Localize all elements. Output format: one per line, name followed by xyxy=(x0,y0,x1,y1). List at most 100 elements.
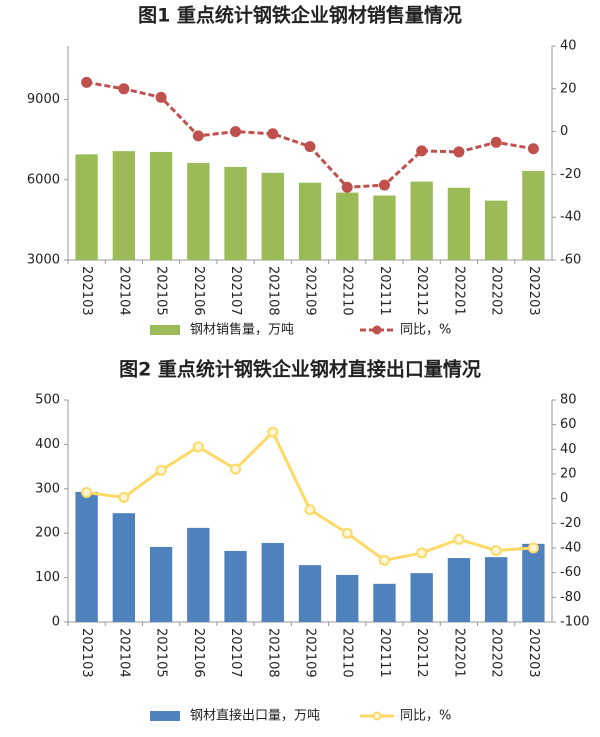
bar xyxy=(224,550,247,622)
x-tick-label: 202111 xyxy=(377,628,392,678)
x-tick-label: 202201 xyxy=(451,628,466,678)
bar xyxy=(484,557,508,622)
y-tick-label: 100 xyxy=(35,570,60,585)
bar xyxy=(336,574,359,622)
y-tick-label: 9000 xyxy=(27,92,60,107)
x-tick-label: 202105 xyxy=(154,266,169,316)
bar xyxy=(112,151,136,260)
chart-title: 图1 重点统计钢铁企业钢材销售量情况 xyxy=(138,4,462,27)
point xyxy=(490,544,502,556)
y-tick-label: 500 xyxy=(35,393,60,408)
x-tick-label: 202202 xyxy=(489,628,504,678)
point xyxy=(341,181,353,193)
x-tick-label: 202110 xyxy=(340,628,355,678)
x-tick-label: 202104 xyxy=(116,266,131,316)
bar xyxy=(447,187,471,260)
x-tick-label: 202110 xyxy=(340,266,355,316)
point xyxy=(81,76,93,88)
point xyxy=(230,463,242,475)
legend-swatch xyxy=(372,325,382,335)
bar xyxy=(224,166,247,260)
y2-tick-label: -20 xyxy=(560,167,581,182)
point xyxy=(81,487,93,498)
bar xyxy=(149,546,173,622)
x-tick-label: 202109 xyxy=(303,266,318,316)
chart-title: 图2 重点统计钢铁企业钢材直接出口量情况 xyxy=(119,358,481,381)
x-tick-label: 202103 xyxy=(79,266,94,316)
x-tick-label: 202112 xyxy=(414,628,429,678)
bar xyxy=(447,558,471,622)
legend-swatch xyxy=(372,711,382,721)
point xyxy=(416,547,428,559)
bar xyxy=(298,182,322,260)
bar xyxy=(336,192,359,260)
point xyxy=(304,141,316,153)
point xyxy=(118,83,130,95)
x-tick-label: 202109 xyxy=(303,628,318,678)
y-tick-label: 3000 xyxy=(27,253,60,268)
point xyxy=(267,426,279,438)
bar xyxy=(522,543,545,622)
x-tick-label: 202104 xyxy=(116,628,131,678)
y-tick-label: 400 xyxy=(35,437,60,452)
x-tick-label: 202112 xyxy=(414,266,429,316)
x-tick-label: 202201 xyxy=(451,266,466,316)
point xyxy=(118,491,130,503)
point xyxy=(155,464,167,476)
y2-tick-label: -60 xyxy=(560,565,581,580)
bar xyxy=(261,542,284,622)
point xyxy=(453,146,465,158)
x-tick-label: 202108 xyxy=(265,628,280,678)
y2-tick-label: 80 xyxy=(560,393,577,408)
x-tick-label: 202203 xyxy=(526,266,541,316)
legend-label: 同比，% xyxy=(400,323,451,338)
y-tick-label: 200 xyxy=(35,526,60,541)
y2-tick-label: 20 xyxy=(560,467,577,482)
bar xyxy=(261,172,284,260)
bar xyxy=(373,195,396,260)
x-tick-label: 202106 xyxy=(191,266,206,316)
bar xyxy=(112,513,136,622)
y2-tick-label: -40 xyxy=(560,210,581,225)
bar xyxy=(373,583,396,622)
point xyxy=(192,441,204,453)
point xyxy=(304,504,316,516)
y2-tick-label: -20 xyxy=(560,516,581,531)
legend-swatch xyxy=(150,711,180,721)
x-tick-label: 202107 xyxy=(228,628,243,678)
legend-label: 同比，% xyxy=(400,709,451,724)
y-tick-label: 6000 xyxy=(27,172,60,187)
legend-label: 钢材销售量，万吨 xyxy=(190,322,294,338)
y2-tick-label: 40 xyxy=(560,442,577,457)
y2-tick-label: 60 xyxy=(560,417,577,432)
bar xyxy=(410,573,433,622)
y2-tick-label: -40 xyxy=(560,541,581,556)
point xyxy=(155,91,167,103)
x-tick-label: 202202 xyxy=(489,266,504,316)
bar xyxy=(187,527,210,622)
bar xyxy=(484,200,508,260)
y2-tick-label: 40 xyxy=(560,39,577,54)
point xyxy=(490,136,502,148)
point xyxy=(527,143,539,155)
point xyxy=(453,533,465,545)
point xyxy=(416,145,428,157)
bar xyxy=(187,162,210,260)
point xyxy=(527,542,539,554)
x-tick-label: 202111 xyxy=(377,266,392,316)
x-tick-label: 202103 xyxy=(79,628,94,678)
y2-tick-label: -60 xyxy=(560,253,581,268)
bar xyxy=(75,154,98,260)
bar xyxy=(75,491,98,622)
y2-tick-label: -80 xyxy=(560,590,581,605)
y2-tick-label: 0 xyxy=(560,124,568,139)
point xyxy=(192,130,204,142)
y2-tick-label: 0 xyxy=(560,491,568,506)
x-tick-label: 202105 xyxy=(154,628,169,678)
point xyxy=(378,179,390,191)
point xyxy=(230,126,242,138)
legend-label: 钢材直接出口量，万吨 xyxy=(190,708,320,724)
x-tick-label: 202107 xyxy=(228,266,243,316)
